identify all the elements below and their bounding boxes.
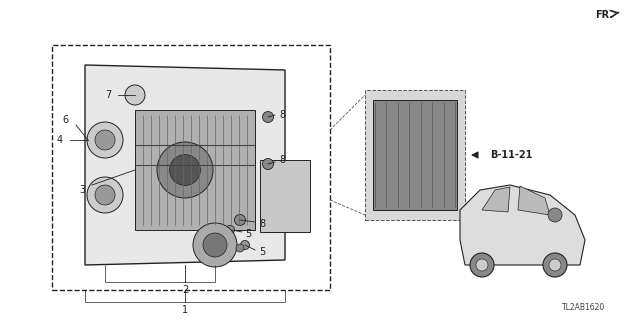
Circle shape bbox=[125, 85, 145, 105]
Text: 6: 6 bbox=[62, 115, 68, 125]
Circle shape bbox=[157, 142, 213, 198]
Circle shape bbox=[548, 208, 562, 222]
Polygon shape bbox=[365, 90, 465, 220]
Circle shape bbox=[95, 185, 115, 205]
Circle shape bbox=[262, 158, 273, 170]
Circle shape bbox=[203, 233, 227, 257]
Text: FR.: FR. bbox=[595, 10, 619, 20]
Polygon shape bbox=[373, 100, 457, 210]
Text: 4: 4 bbox=[57, 135, 63, 145]
Text: 8: 8 bbox=[259, 219, 265, 229]
Circle shape bbox=[225, 226, 234, 235]
Polygon shape bbox=[260, 160, 310, 232]
Text: TL2AB1620: TL2AB1620 bbox=[562, 303, 605, 312]
Text: 7: 7 bbox=[105, 90, 111, 100]
Circle shape bbox=[87, 122, 123, 158]
Polygon shape bbox=[460, 185, 585, 265]
Circle shape bbox=[95, 130, 115, 150]
Text: 1: 1 bbox=[182, 305, 188, 315]
Text: 5: 5 bbox=[259, 247, 265, 257]
Circle shape bbox=[476, 259, 488, 271]
Polygon shape bbox=[135, 110, 255, 230]
Circle shape bbox=[87, 177, 123, 213]
Text: B-11-21: B-11-21 bbox=[490, 150, 532, 160]
Circle shape bbox=[549, 259, 561, 271]
Text: 2: 2 bbox=[182, 285, 188, 295]
Text: 8: 8 bbox=[279, 110, 285, 120]
Circle shape bbox=[470, 253, 494, 277]
Circle shape bbox=[241, 241, 250, 250]
Text: 8: 8 bbox=[279, 155, 285, 165]
Circle shape bbox=[170, 155, 200, 185]
Circle shape bbox=[262, 111, 273, 123]
Text: 5: 5 bbox=[245, 229, 251, 239]
Circle shape bbox=[234, 214, 246, 226]
Polygon shape bbox=[482, 187, 510, 212]
Text: 3: 3 bbox=[79, 185, 85, 195]
Polygon shape bbox=[85, 65, 285, 265]
Circle shape bbox=[236, 244, 244, 252]
Circle shape bbox=[543, 253, 567, 277]
Polygon shape bbox=[518, 186, 550, 215]
Circle shape bbox=[193, 223, 237, 267]
